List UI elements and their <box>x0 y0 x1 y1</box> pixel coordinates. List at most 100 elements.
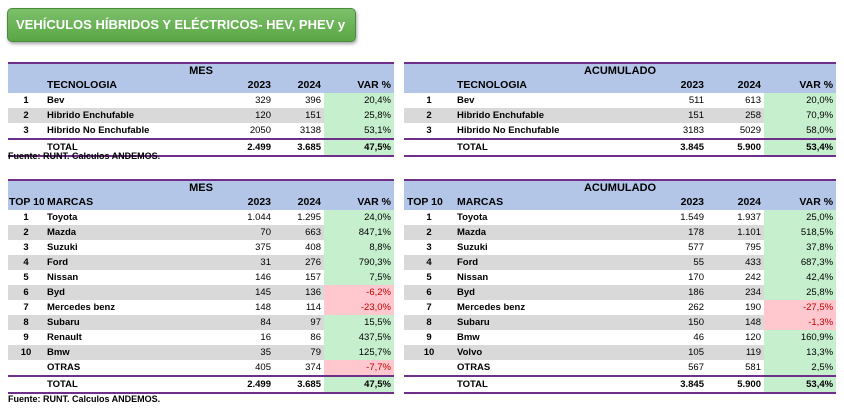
value-2023: 1.044 <box>247 212 271 223</box>
value-var: 437,5% <box>324 330 394 345</box>
row-index: 1 <box>426 212 432 223</box>
row-label: Mercedes benz <box>457 302 526 313</box>
row-index: 2 <box>8 225 44 240</box>
row-label: Mercedes benz <box>47 302 116 313</box>
value-var: 24,0% <box>324 210 394 225</box>
total-row: TOTAL 3.845 5.900 53,4% <box>404 138 837 157</box>
table-body: 1 Toyota 1.044 1.295 24,0% 2 Mazda 70 663 847,1% 3… <box>8 210 394 376</box>
value-2023: 145 <box>219 285 274 300</box>
value-2024: 157 <box>305 272 321 283</box>
value-var: 160,9% <box>764 330 837 345</box>
value-var: 20,4% <box>324 93 394 108</box>
table-row: 9 Bmw 46 120 160,9% <box>404 330 837 345</box>
table-row: OTRAS 405 374 -7,7% <box>8 360 394 376</box>
value-2023: 105 <box>629 345 707 360</box>
value-2024: 1.101 <box>707 225 764 240</box>
value-2024: 276 <box>274 255 324 270</box>
value-var: 70,9% <box>764 108 837 123</box>
section-title: MES <box>8 62 394 78</box>
col-header-top: TOP 10 <box>8 195 44 210</box>
total-row: TOTAL 3.845 5.900 53,4% <box>404 375 837 394</box>
row-label: Hibrido No Enchufable <box>457 125 560 136</box>
table-row: 1 Bev 329 396 20,4% <box>8 93 394 108</box>
row-label: Nissan <box>457 272 489 283</box>
col-header-var: VAR % <box>324 195 394 210</box>
value-2024: 396 <box>305 95 321 106</box>
table-row: 3 Suzuki 577 795 37,8% <box>404 240 837 255</box>
row-label: Toyota <box>47 212 78 223</box>
value-var: -7,7% <box>324 360 394 376</box>
row-index: 9 <box>23 332 29 343</box>
row-index: 1 <box>23 95 29 106</box>
row-label: Subaru <box>44 315 219 330</box>
value-var: 125,7% <box>324 345 394 360</box>
value-var: 58,0% <box>764 123 837 139</box>
col-header-var: VAR % <box>324 78 394 93</box>
value-var: 42,4% <box>764 270 837 285</box>
table-row: 6 Byd 186 234 25,8% <box>404 285 837 300</box>
value-2023: 120 <box>219 108 274 123</box>
row-index: 1 <box>23 212 29 223</box>
value-2023: 511 <box>688 95 704 106</box>
value-2023: 3183 <box>682 125 704 136</box>
value-var: 7,5% <box>324 270 394 285</box>
row-label: Hibrido No Enchufable <box>47 125 150 136</box>
total-2023: 3.845 <box>629 375 707 394</box>
row-label: Byd <box>454 285 629 300</box>
col-header-2024: 2024 <box>707 78 764 93</box>
row-label: Bev <box>457 95 475 106</box>
col-header-brands: MARCAS <box>454 195 629 210</box>
value-2024: 5029 <box>739 125 761 136</box>
row-index: 7 <box>23 302 29 313</box>
total-2023: 3.845 <box>629 138 707 157</box>
value-var: 8,8% <box>324 240 394 255</box>
value-2023: 55 <box>629 255 707 270</box>
value-2024: 120 <box>745 332 761 343</box>
row-index: 3 <box>426 125 432 136</box>
col-header-brands: MARCAS <box>44 195 219 210</box>
total-label: TOTAL <box>454 138 629 157</box>
col-header-2023: 2023 <box>629 195 707 210</box>
row-index: 3 <box>23 125 29 136</box>
table-row: 2 Mazda 70 663 847,1% <box>8 225 394 240</box>
value-var: 25,0% <box>764 210 837 225</box>
value-2023: 567 <box>688 362 704 373</box>
value-2024: 433 <box>707 255 764 270</box>
value-2023: 148 <box>255 302 271 313</box>
value-2024: 258 <box>707 108 764 123</box>
source-note: Fuente: RUNT. Calculos ANDEMOS. <box>8 394 161 404</box>
value-2024: 374 <box>305 362 321 373</box>
row-label: Volvo <box>454 345 629 360</box>
value-var: 790,3% <box>324 255 394 270</box>
value-2023: 31 <box>219 255 274 270</box>
col-header-technology: TECNOLOGIA <box>454 78 629 93</box>
technology-accumulated-table: ACUMULADO TECNOLOGIA 2023 2024 VAR % 1 Be… <box>404 62 837 157</box>
value-2023: 150 <box>629 315 707 330</box>
source-note: Fuente: RUNT. Calculos ANDEMOS. <box>8 151 161 161</box>
table-row: 1 Toyota 1.549 1.937 25,0% <box>404 210 837 225</box>
row-index: 8 <box>404 315 454 330</box>
table-row: 2 Hibrido Enchufable 120 151 25,8% <box>8 108 394 123</box>
value-var: 53,1% <box>324 123 394 139</box>
row-index: 5 <box>23 272 29 283</box>
table-row: 4 Ford 31 276 790,3% <box>8 255 394 270</box>
value-var: 2,5% <box>764 360 837 376</box>
row-index <box>8 360 44 376</box>
value-2024: 190 <box>745 302 761 313</box>
value-2023: 1.549 <box>680 212 704 223</box>
col-header-2024: 2024 <box>274 78 324 93</box>
row-label: Ford <box>454 255 629 270</box>
value-2024: 663 <box>274 225 324 240</box>
col-header-var: VAR % <box>764 195 837 210</box>
table-body: 1 Bev 511 613 20,0% 2 Hibrido Enchufable 151 258… <box>404 93 837 139</box>
row-index: 2 <box>404 225 454 240</box>
value-2024: 1.295 <box>297 212 321 223</box>
total-var: 53,4% <box>764 138 837 157</box>
col-header-2023: 2023 <box>219 195 274 210</box>
row-index: 1 <box>426 95 432 106</box>
value-2023: 186 <box>629 285 707 300</box>
row-index: 2 <box>8 108 44 123</box>
table-row: 3 Hibrido No Enchufable 2050 3138 53,1% <box>8 123 394 139</box>
total-2024: 5.900 <box>707 138 764 157</box>
value-2024: 148 <box>707 315 764 330</box>
